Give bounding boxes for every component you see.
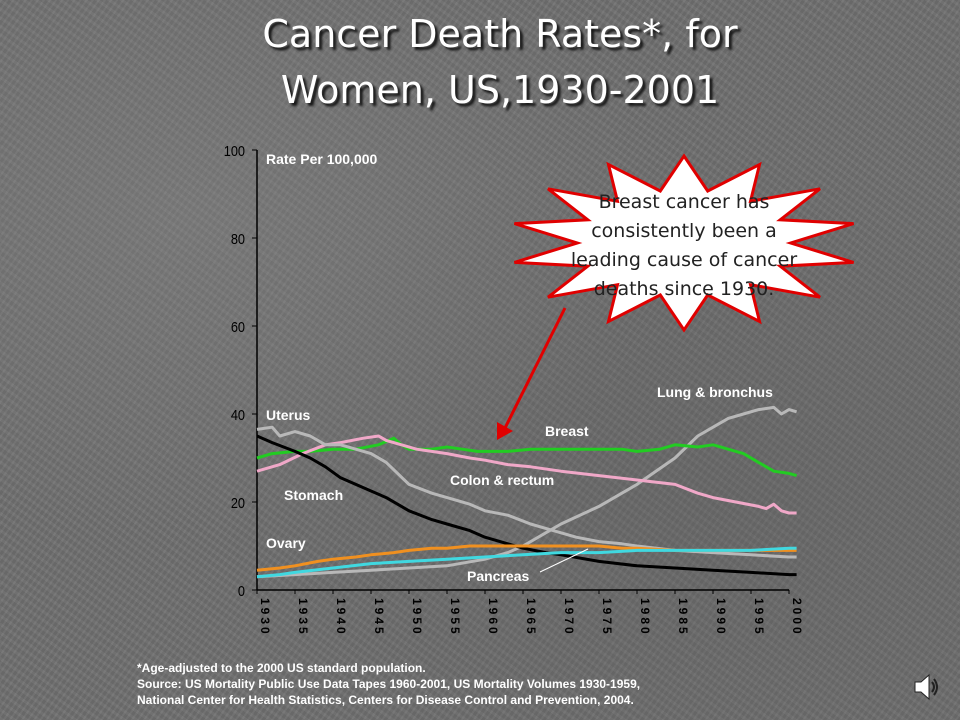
x-tick-label: 1940	[334, 598, 348, 637]
speaker-icon[interactable]	[912, 672, 942, 707]
x-tick-label: 1935	[296, 598, 310, 637]
x-tick-label: 1955	[448, 598, 462, 637]
callout-text-line: deaths since 1930.	[594, 278, 775, 300]
y-tick-label: 40	[231, 406, 245, 423]
series-line-pancreas	[256, 546, 797, 579]
slide-title-line-2: Women, US,1930-2001	[280, 68, 720, 112]
footnote-source-line: Source: US Mortality Public Use Data Tap…	[137, 677, 641, 691]
callout-text-line: leading cause of cancer	[571, 249, 797, 271]
slide-title: Cancer Death Rates*, for Women, US,1930-…	[0, 6, 960, 118]
series-line-breast	[256, 436, 798, 478]
x-tick-label: 1945	[372, 598, 386, 637]
series-label: Uterus	[266, 407, 311, 423]
y-tick-label: 60	[231, 318, 245, 335]
x-tick-label: 1965	[524, 598, 538, 637]
callout-arrowhead	[497, 422, 513, 440]
x-tick-label: 1995	[752, 598, 766, 637]
x-tick-label: 1950	[410, 598, 424, 637]
footnote-source-line-2: National Center for Health Statistics, C…	[137, 693, 634, 707]
footnote: *Age-adjusted to the 2000 US standard po…	[137, 660, 837, 708]
series-label: Ovary	[266, 535, 306, 551]
x-tick-label: 1975	[600, 598, 614, 637]
callout-starburst	[513, 153, 855, 333]
slide-title-line-1: Cancer Death Rates*, for	[262, 12, 738, 56]
y-tick-label: 100	[224, 142, 245, 159]
x-tick-label: 2000	[790, 598, 804, 637]
series-label: Stomach	[284, 487, 343, 503]
series-line-uterus	[256, 434, 797, 515]
footnote-line-1: *Age-adjusted to the 2000 US standard po…	[137, 661, 426, 675]
y-tick-label: 0	[238, 582, 245, 599]
callout-arrow-line	[501, 307, 567, 433]
series-label: Pancreas	[467, 568, 529, 584]
series-label: Breast	[545, 423, 589, 439]
series-label: Colon & rectum	[450, 472, 554, 488]
y-axis-title: Rate Per 100,000	[266, 151, 378, 167]
x-tick-label: 1985	[676, 598, 690, 637]
x-tick-label: 1960	[486, 598, 500, 637]
y-tick-label: 20	[231, 494, 245, 511]
y-tick-label: 80	[231, 230, 245, 247]
callout-text-line: consistently been a	[591, 220, 777, 242]
series-line-lung-bronchus	[256, 405, 798, 579]
x-tick-label: 1930	[258, 598, 272, 637]
x-tick-label: 1970	[562, 598, 576, 637]
series-label: Lung & bronchus	[657, 384, 773, 400]
series-line-stomach	[256, 434, 797, 577]
callout-text-line: Breast cancer has	[599, 191, 770, 213]
x-tick-label: 1980	[638, 598, 652, 637]
x-tick-label: 1990	[714, 598, 728, 637]
pancreas-pointer-line	[539, 548, 589, 573]
